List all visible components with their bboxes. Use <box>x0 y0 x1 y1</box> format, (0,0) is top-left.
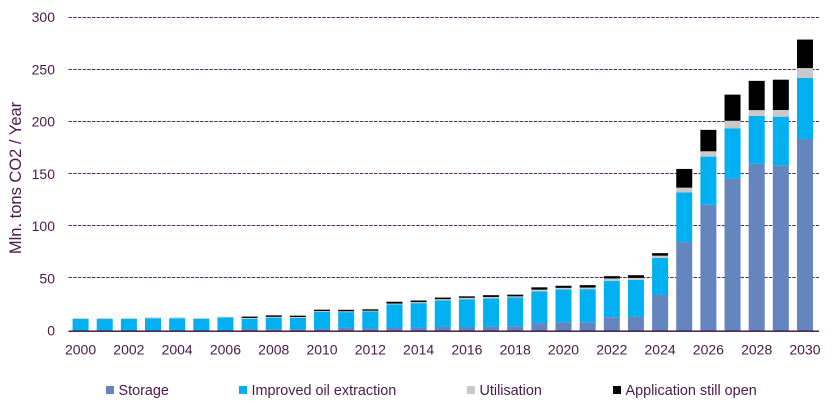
svg-text:2000: 2000 <box>65 341 96 357</box>
svg-text:2026: 2026 <box>693 341 724 357</box>
svg-text:Mln. tons CO2 / Year: Mln. tons CO2 / Year <box>7 101 25 254</box>
svg-text:2002: 2002 <box>113 341 144 357</box>
svg-text:200: 200 <box>32 114 56 130</box>
svg-text:2022: 2022 <box>596 341 627 357</box>
svg-text:2012: 2012 <box>355 341 386 357</box>
svg-text:Utilisation: Utilisation <box>480 383 542 399</box>
svg-text:Storage: Storage <box>119 383 169 399</box>
svg-text:2020: 2020 <box>548 341 579 357</box>
svg-text:300: 300 <box>32 9 56 25</box>
svg-text:2014: 2014 <box>403 341 434 357</box>
svg-text:50: 50 <box>39 270 55 286</box>
svg-text:0: 0 <box>47 323 55 339</box>
svg-text:2018: 2018 <box>500 341 531 357</box>
svg-text:2016: 2016 <box>451 341 482 357</box>
svg-text:250: 250 <box>32 61 56 77</box>
svg-text:2006: 2006 <box>210 341 241 357</box>
svg-text:100: 100 <box>32 218 56 234</box>
svg-text:2028: 2028 <box>741 341 772 357</box>
svg-text:Application still open: Application still open <box>626 383 757 399</box>
svg-text:2010: 2010 <box>306 341 337 357</box>
svg-text:2030: 2030 <box>789 341 820 357</box>
svg-text:2024: 2024 <box>645 341 676 357</box>
svg-text:150: 150 <box>32 166 56 182</box>
svg-text:2004: 2004 <box>162 341 193 357</box>
svg-text:Improved oil extraction: Improved oil extraction <box>252 383 397 399</box>
svg-text:2008: 2008 <box>258 341 289 357</box>
